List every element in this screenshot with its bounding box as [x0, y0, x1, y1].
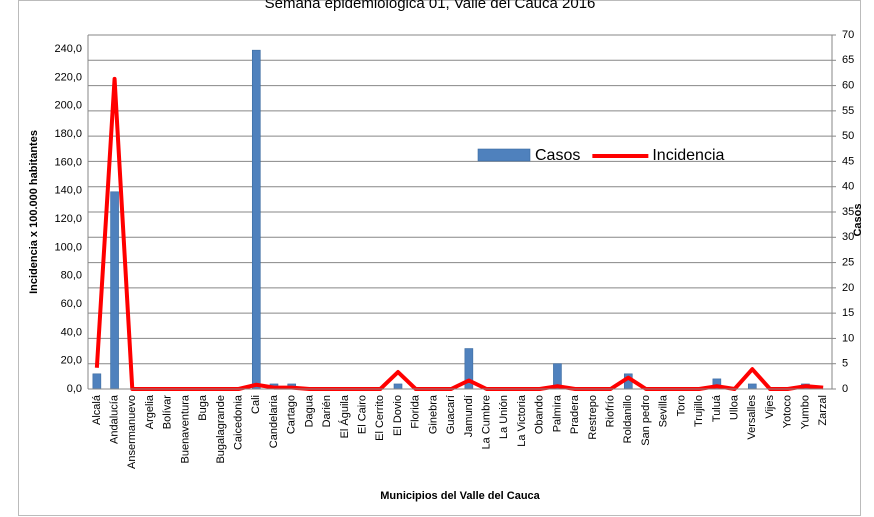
x-tick-label: El Águila [338, 394, 351, 438]
x-tick-label: Yumbo [799, 395, 811, 429]
x-tick-label: Pradera [569, 394, 581, 434]
x-axis-label: Municipios del Valle del Cauca [380, 490, 540, 502]
x-tick-label: Bugalagrande [215, 395, 227, 464]
x-tick-label: Argelia [144, 394, 156, 429]
x-tick-label: Ansermanuevo [126, 395, 138, 469]
x-tick-label: Cali [250, 395, 262, 414]
y2-tick-label: 70 [842, 29, 854, 41]
x-tick-label: El Cerrito [374, 395, 386, 441]
legend-swatch [477, 148, 531, 162]
x-tick-label: Trujillo [693, 395, 705, 427]
x-tick-label: Andalucía [108, 394, 120, 444]
y-axis-label: Incidencia x 100.000 habitantes [28, 130, 40, 294]
x-tick-label: Vijes [764, 395, 776, 419]
y-tick-label: 160,0 [54, 156, 82, 168]
y2-tick-label: 40 [842, 181, 854, 193]
bar [251, 49, 261, 390]
x-tick-label: Darién [321, 395, 333, 427]
x-tick-label: Cartago [286, 395, 298, 434]
x-tick-label: Florida [410, 394, 422, 429]
x-tick-label: Toro [675, 395, 687, 416]
y-tick-label: 240,0 [54, 43, 82, 55]
y2-tick-label: 10 [842, 332, 854, 344]
y2-tick-label: 45 [842, 155, 854, 167]
x-tick-label: Tuluá [711, 394, 723, 422]
bar [92, 373, 102, 390]
y-tick-label: 60,0 [61, 298, 82, 310]
x-tick-label: Candelaria [268, 394, 280, 448]
bar [393, 383, 403, 390]
y2-tick-label: 55 [842, 105, 854, 117]
y2-axis-label: Casos [852, 203, 864, 236]
y-tick-label: 100,0 [54, 241, 82, 253]
chart-border [18, 0, 861, 516]
x-tick-label: Riofrío [604, 395, 616, 427]
y2-tick-label: 0 [842, 383, 848, 395]
y-tick-label: 20,0 [61, 355, 82, 367]
x-tick-label: Guacarí [445, 395, 457, 434]
x-tick-label: La Victoria [516, 394, 528, 447]
x-tick-label: Alcalá [91, 394, 103, 425]
y2-tick-label: 30 [842, 231, 854, 243]
y2-tick-label: 65 [842, 54, 854, 66]
bar [747, 383, 757, 390]
y-tick-label: 80,0 [61, 270, 82, 282]
chart-title: Semana epidemiológica 01, Valle del Cauc… [265, 0, 596, 12]
y2-tick-label: 60 [842, 79, 854, 91]
y2-tick-label: 25 [842, 256, 854, 268]
y-tick-label: 40,0 [61, 326, 82, 338]
y-tick-label: 140,0 [54, 185, 82, 197]
x-tick-label: Dagua [303, 394, 315, 427]
y-tick-label: 200,0 [54, 100, 82, 112]
y2-tick-label: 5 [842, 358, 848, 370]
x-tick-label: Restrepo [587, 395, 599, 440]
x-tick-label: Palmira [551, 394, 563, 432]
y2-tick-label: 20 [842, 282, 854, 294]
line [94, 76, 824, 391]
bar [110, 191, 119, 390]
x-tick-label: Buga [197, 394, 209, 421]
x-tick-label: San pedro [640, 395, 652, 446]
x-tick-label: Ulloa [728, 394, 740, 420]
x-tick-label: El Dovio [392, 395, 404, 436]
x-tick-label: Caicedonia [232, 394, 244, 450]
x-tick-label: Ginebra [427, 394, 439, 434]
x-tick-label: La Unión [498, 395, 510, 439]
x-tick-label: Obando [534, 395, 546, 434]
x-tick-label: Bolívar [162, 395, 174, 430]
x-tick-label: Roldanillo [622, 395, 634, 443]
y2-tick-label: 50 [842, 130, 854, 142]
x-tick-label: Jamundí [463, 395, 475, 437]
y2-tick-label: 35 [842, 206, 854, 218]
x-tick-label: Yotoco [782, 395, 794, 428]
x-tick-label: Zarzal [817, 395, 829, 426]
x-tick-label: Sevilla [658, 394, 670, 427]
y-tick-label: 220,0 [54, 71, 82, 83]
x-tick-label: La Cumbre [480, 395, 492, 449]
x-tick-label: El Cairo [356, 395, 368, 434]
y2-tick-label: 15 [842, 307, 854, 319]
x-tick-label: Versalles [746, 395, 758, 440]
legend-label: Incidencia [652, 147, 724, 164]
y-tick-label: 0,0 [67, 383, 82, 395]
y-tick-label: 120,0 [54, 213, 82, 225]
x-tick-label: Buenaventura [179, 394, 191, 463]
y-tick-label: 180,0 [54, 128, 82, 140]
legend-label: Casos [535, 147, 580, 164]
